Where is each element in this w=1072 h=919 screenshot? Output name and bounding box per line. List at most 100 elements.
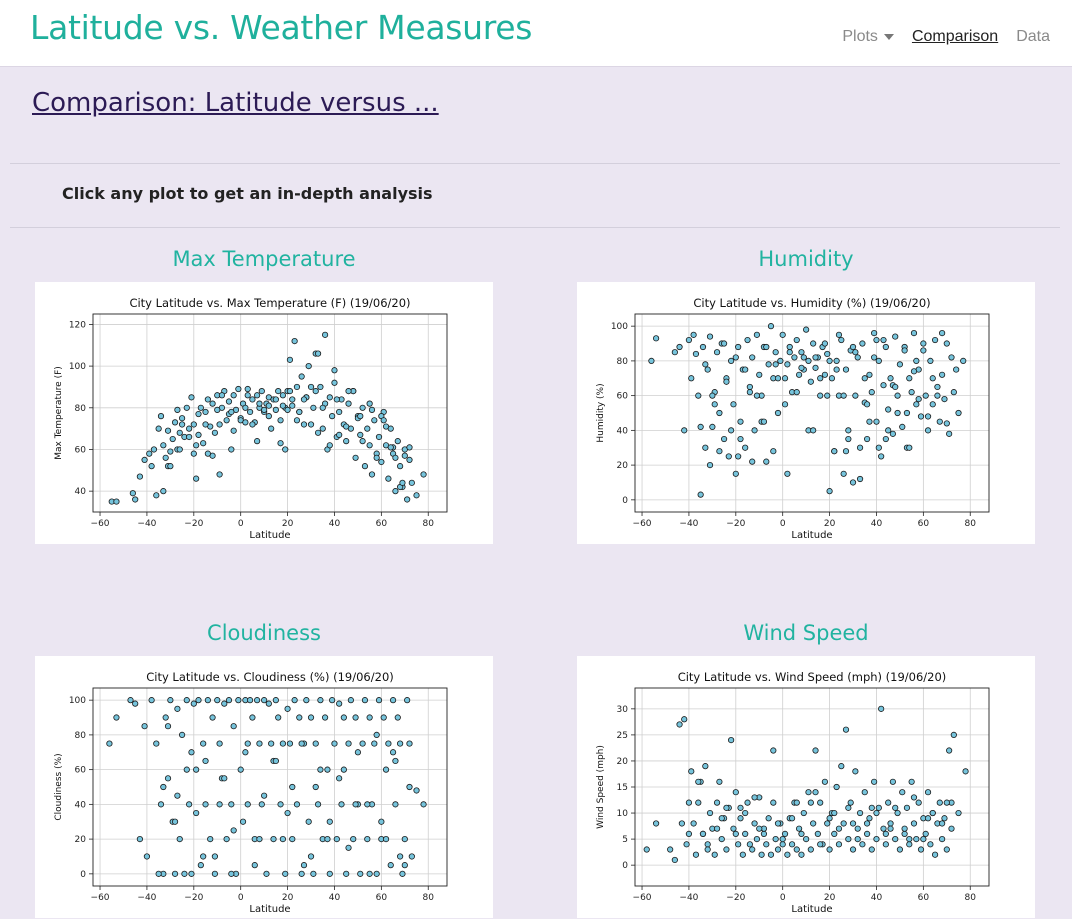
scatter-point (840, 470, 847, 477)
scatter-point (286, 388, 294, 395)
plot-link-max-temperature[interactable]: City Latitude vs. Max Temperature (F) (1… (35, 282, 493, 544)
scatter-point (256, 400, 263, 407)
scatter-point (336, 408, 343, 416)
x-tick-label: −40 (137, 893, 156, 903)
nav-plots-dropdown[interactable]: Plots (842, 28, 894, 46)
scatter-point (924, 427, 932, 434)
scatter-point (943, 340, 950, 347)
scatter-point (164, 775, 172, 782)
scatter-point (319, 404, 326, 411)
cloudiness-chart: City Latitude vs. Cloudiness (%) (19/06/… (54, 670, 448, 915)
scatter-point (713, 825, 721, 832)
wind-speed-chart: City Latitude vs. Wind Speed (mph) (19/0… (596, 670, 990, 915)
scatter-point (225, 398, 233, 405)
scatter-point (129, 490, 136, 497)
scatter-point (676, 721, 683, 728)
scatter-point (352, 714, 359, 721)
plot-link-humidity[interactable]: City Latitude vs. Humidity (%) (19/06/20… (577, 282, 1035, 544)
scatter-point (779, 836, 786, 843)
scatter-point (936, 418, 943, 425)
x-tick-label: −20 (184, 519, 203, 529)
scatter-point (711, 851, 718, 858)
scatter-point (132, 700, 139, 707)
scatter-point (382, 766, 390, 773)
scatter-point (744, 799, 751, 806)
scatter-point (732, 470, 739, 477)
scatter-point (854, 836, 861, 843)
scatter-point (770, 747, 777, 754)
scatter-point (751, 794, 758, 801)
site-title[interactable]: Latitude vs. Weather Measures (30, 8, 533, 47)
scatter-point (106, 740, 113, 747)
scatter-point (737, 418, 744, 425)
scatter-point (777, 357, 784, 364)
scatter-point (728, 737, 735, 744)
scatter-point (221, 775, 228, 782)
scatter-point (272, 697, 279, 704)
scatter-point (193, 442, 200, 449)
scatter-point (793, 336, 800, 344)
scatter-point (366, 442, 373, 449)
scatter-point (408, 853, 415, 860)
scatter-point (753, 392, 761, 399)
scatter-point (718, 836, 725, 843)
scatter-point (244, 385, 251, 393)
scatter-point (915, 799, 922, 806)
scatter-point (300, 862, 308, 869)
scatter-point (817, 841, 824, 848)
x-tick-label: 0 (780, 519, 786, 529)
scatter-point (856, 444, 864, 451)
plot-link-wind-speed[interactable]: City Latitude vs. Wind Speed (mph) (19/0… (577, 656, 1035, 918)
scatter-point (903, 804, 911, 811)
scatter-point (169, 435, 176, 443)
scatter-point (371, 740, 378, 747)
scatter-point (817, 375, 824, 382)
scatter-point (254, 392, 261, 399)
scatter-point (941, 396, 948, 403)
plot-link-cloudiness[interactable]: City Latitude vs. Cloudiness (%) (19/06/… (35, 656, 493, 918)
scatter-point (772, 349, 779, 356)
scatter-point (695, 799, 702, 806)
scatter-point (859, 841, 866, 848)
scatter-point (216, 421, 223, 428)
nav-comparison[interactable]: Comparison (911, 28, 999, 45)
scatter-point (716, 448, 723, 455)
scatter-point (317, 697, 324, 704)
scatter-point (153, 492, 160, 499)
nav-data[interactable]: Data (1016, 28, 1050, 45)
scatter-point (364, 801, 371, 808)
x-tick-label: −60 (91, 893, 110, 903)
scatter-point (920, 347, 927, 354)
scatter-point (713, 799, 721, 806)
scatter-point (821, 371, 828, 378)
scatter-point (828, 375, 836, 382)
scatter-point (936, 799, 943, 806)
scatter-point (293, 383, 301, 391)
y-tick-label: 60 (75, 766, 87, 776)
scatter-point (218, 392, 226, 399)
scatter-point (188, 394, 195, 401)
y-tick-label: 30 (617, 705, 629, 715)
scatter-point (378, 818, 385, 825)
scatter-point (399, 479, 406, 486)
scatter-point (676, 343, 683, 351)
scatter-point (922, 830, 929, 837)
nav-plots-label: Plots (842, 28, 878, 45)
scatter-point (688, 768, 695, 775)
scatter-point (373, 870, 380, 877)
scatter-point (774, 846, 782, 853)
scatter-point (284, 809, 291, 817)
scatter-point (359, 404, 366, 411)
scatter-point (202, 757, 209, 765)
humidity-chart: City Latitude vs. Humidity (%) (19/06/20… (596, 296, 990, 541)
scatter-point (186, 433, 193, 441)
x-axis-label: Latitude (791, 530, 832, 541)
scatter-point (805, 357, 812, 364)
scatter-point (704, 366, 711, 373)
scatter-point (831, 830, 838, 837)
scatter-point (331, 740, 338, 747)
scatter-point (929, 401, 936, 408)
scatter-point (401, 836, 408, 843)
scatter-point (807, 799, 814, 806)
scatter-point (359, 438, 366, 445)
